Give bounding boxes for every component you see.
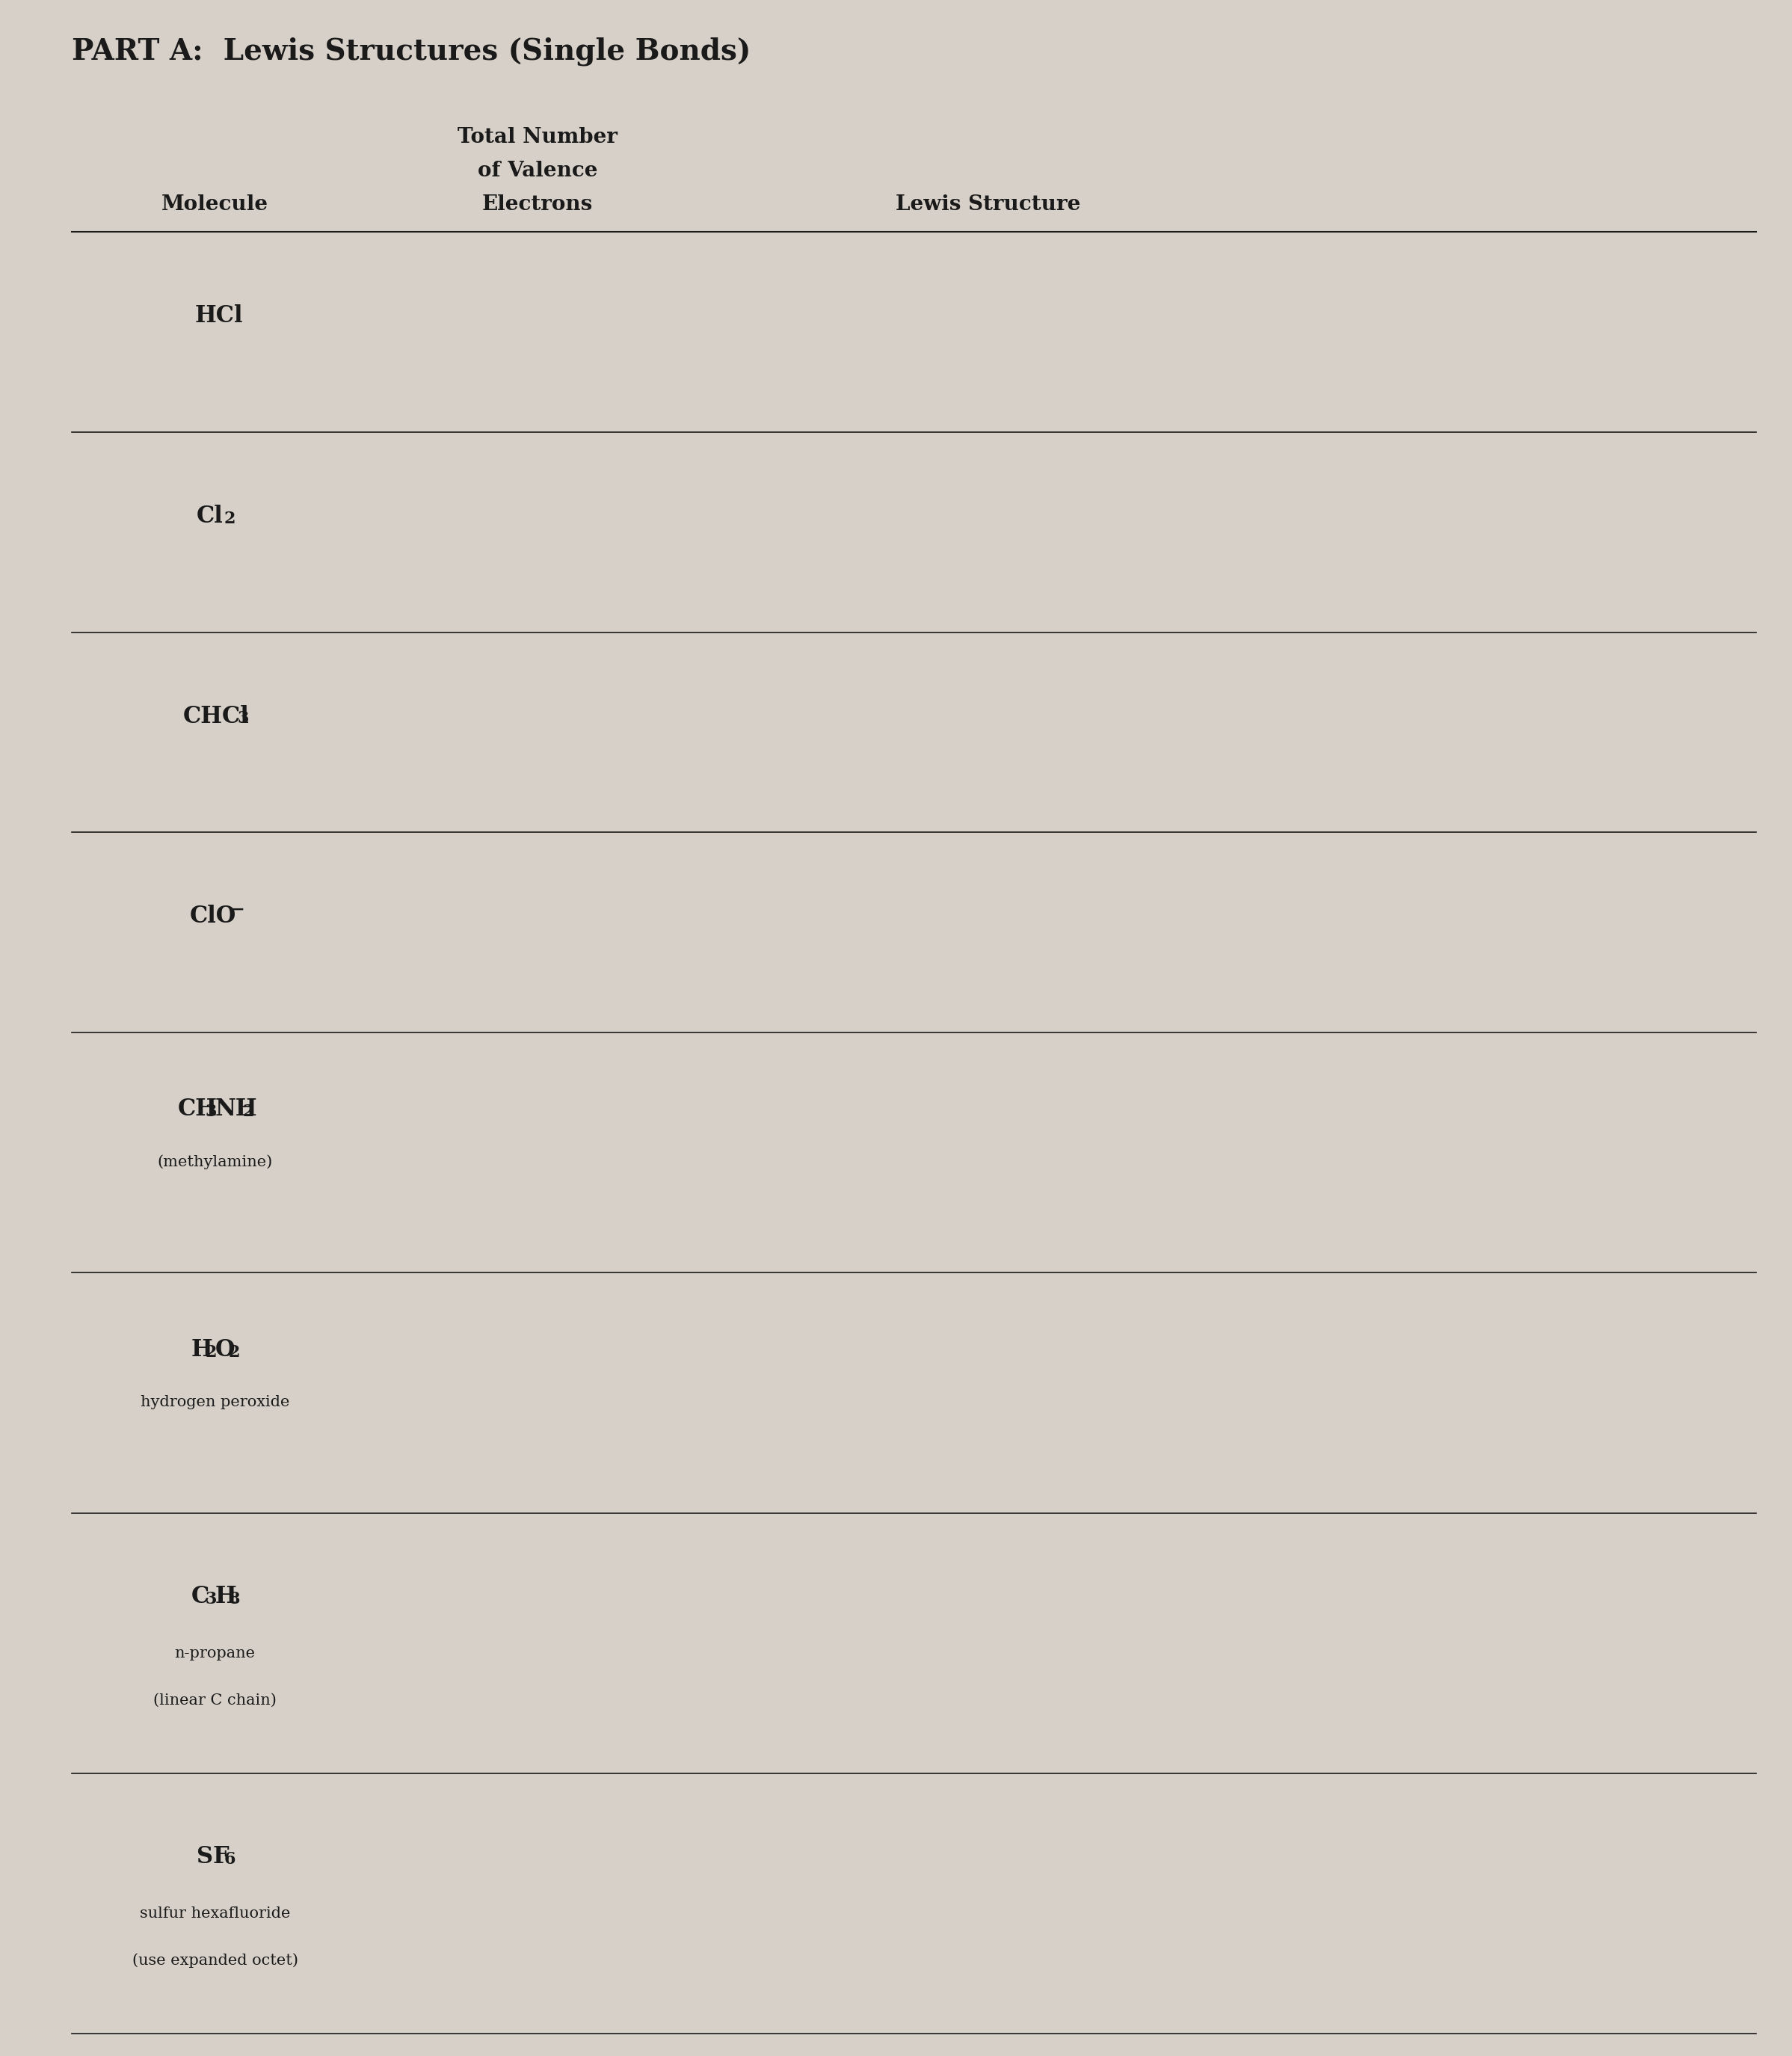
Text: HCl: HCl	[195, 304, 242, 327]
Text: 3: 3	[238, 711, 249, 728]
Text: CHCl: CHCl	[183, 705, 249, 728]
Text: 2: 2	[204, 1345, 217, 1361]
Text: Lewis Structure: Lewis Structure	[896, 195, 1081, 214]
Text: 8: 8	[229, 1591, 240, 1608]
Text: 2: 2	[229, 1345, 240, 1361]
Text: (methylamine): (methylamine)	[158, 1155, 272, 1170]
Text: Molecule: Molecule	[161, 195, 269, 214]
Text: H: H	[192, 1338, 213, 1361]
Text: Cl: Cl	[197, 504, 222, 528]
Text: 3: 3	[204, 1591, 217, 1608]
Text: hydrogen peroxide: hydrogen peroxide	[140, 1396, 290, 1410]
Text: 6: 6	[224, 1850, 235, 1867]
Text: Total Number: Total Number	[457, 127, 618, 148]
Text: Electrons: Electrons	[482, 195, 593, 214]
Text: SF: SF	[197, 1844, 229, 1869]
Text: of Valence: of Valence	[478, 160, 597, 181]
Text: 2: 2	[242, 1104, 254, 1121]
Text: PART A:  Lewis Structures (Single Bonds): PART A: Lewis Structures (Single Bonds)	[72, 37, 751, 66]
Text: NH: NH	[215, 1098, 258, 1121]
Text: ClO: ClO	[190, 905, 237, 927]
Text: O: O	[215, 1338, 235, 1361]
Text: H: H	[215, 1585, 237, 1608]
Text: (linear C chain): (linear C chain)	[154, 1694, 276, 1709]
Text: 2: 2	[224, 510, 235, 526]
Text: n-propane: n-propane	[174, 1647, 256, 1661]
Text: −: −	[231, 901, 244, 917]
Text: sulfur hexafluoride: sulfur hexafluoride	[140, 1906, 290, 1920]
Text: CH: CH	[177, 1098, 217, 1121]
Text: 3: 3	[204, 1104, 217, 1121]
Text: (use expanded octet): (use expanded octet)	[133, 1953, 297, 1968]
Text: C: C	[192, 1585, 210, 1608]
